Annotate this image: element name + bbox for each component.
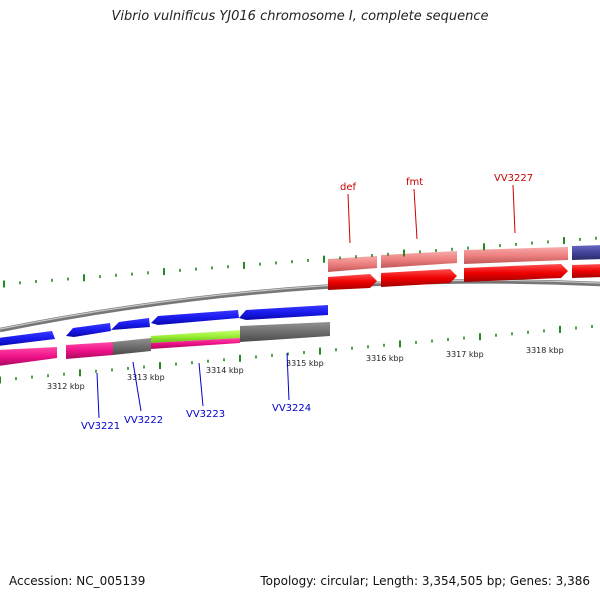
sequence-stats: Topology: circular; Length: 3,354,505 bp… xyxy=(260,574,590,588)
scale-label-3314: 3314 kbp xyxy=(206,366,244,375)
gene-label-VV3221[interactable]: VV3221 xyxy=(81,421,120,432)
feature-pink-3 xyxy=(151,338,240,349)
scale-label-3312: 3312 kbp xyxy=(47,382,85,391)
gene-label-fmt[interactable]: fmt xyxy=(406,177,423,188)
gene-label-VV3227[interactable]: VV3227 xyxy=(494,173,533,184)
scale-label-3315: 3315 kbp xyxy=(286,359,324,368)
feature-gray-2 xyxy=(240,322,330,342)
feature-pink-2 xyxy=(66,342,113,359)
leader-line-VV3227 xyxy=(512,184,516,234)
scale-ticks xyxy=(0,236,597,384)
feature-gray-1 xyxy=(113,338,151,355)
gene-label-def[interactable]: def xyxy=(340,182,357,193)
accession-info: Accession: NC_005139 xyxy=(9,574,146,588)
gene-red-partial-segment[interactable] xyxy=(572,264,600,278)
gene-def-segment[interactable] xyxy=(328,274,377,290)
gene-VV3222-segment[interactable] xyxy=(66,323,111,337)
leader-line-fmt xyxy=(413,188,418,240)
gene-VV3221-segment[interactable] xyxy=(0,331,55,346)
gene-label-VV3224[interactable]: VV3224 xyxy=(272,403,311,414)
leader-line-def xyxy=(347,193,351,244)
scale-label-3316: 3316 kbp xyxy=(366,354,404,363)
map-title: Vibrio vulnificus YJ016 chromosome I, co… xyxy=(111,9,489,24)
feature-salmon-3 xyxy=(464,247,568,264)
scale-label-3313: 3313 kbp xyxy=(127,373,165,382)
gene-VV3223-segment[interactable] xyxy=(151,310,239,325)
gene-label-VV3223[interactable]: VV3223 xyxy=(186,409,225,420)
reverse-gene-labels: VV3221 VV3222 VV3223 VV3224 xyxy=(81,352,311,432)
feature-salmon-1 xyxy=(328,256,377,272)
gene-VV3224-segment[interactable] xyxy=(239,305,328,320)
scale-label-3317: 3317 kbp xyxy=(446,350,484,359)
leader-line-VV3222 xyxy=(132,361,142,412)
sequence-backbone-highlight xyxy=(0,279,600,330)
leader-line-VV3221 xyxy=(96,372,100,419)
gene-features xyxy=(0,245,600,366)
feature-lime xyxy=(151,330,240,343)
scale-label-3318: 3318 kbp xyxy=(526,346,564,355)
feature-salmon-2 xyxy=(381,251,457,268)
leader-line-VV3224 xyxy=(286,352,290,401)
forward-gene-labels: def fmt VV3227 xyxy=(340,173,533,244)
scale-labels: 3312 kbp 3313 kbp 3314 kbp 3315 kbp 3316… xyxy=(47,346,564,391)
feature-pink-1 xyxy=(0,347,57,366)
sequence-backbone xyxy=(0,279,600,333)
gene-label-VV3222[interactable]: VV3222 xyxy=(124,415,163,426)
gene-VV3223-upstream-segment[interactable] xyxy=(111,318,150,330)
feature-purple xyxy=(572,245,600,260)
leader-line-VV3223 xyxy=(198,362,204,407)
gene-VV3227-segment[interactable] xyxy=(464,264,568,282)
gene-fmt-segment[interactable] xyxy=(381,269,457,287)
